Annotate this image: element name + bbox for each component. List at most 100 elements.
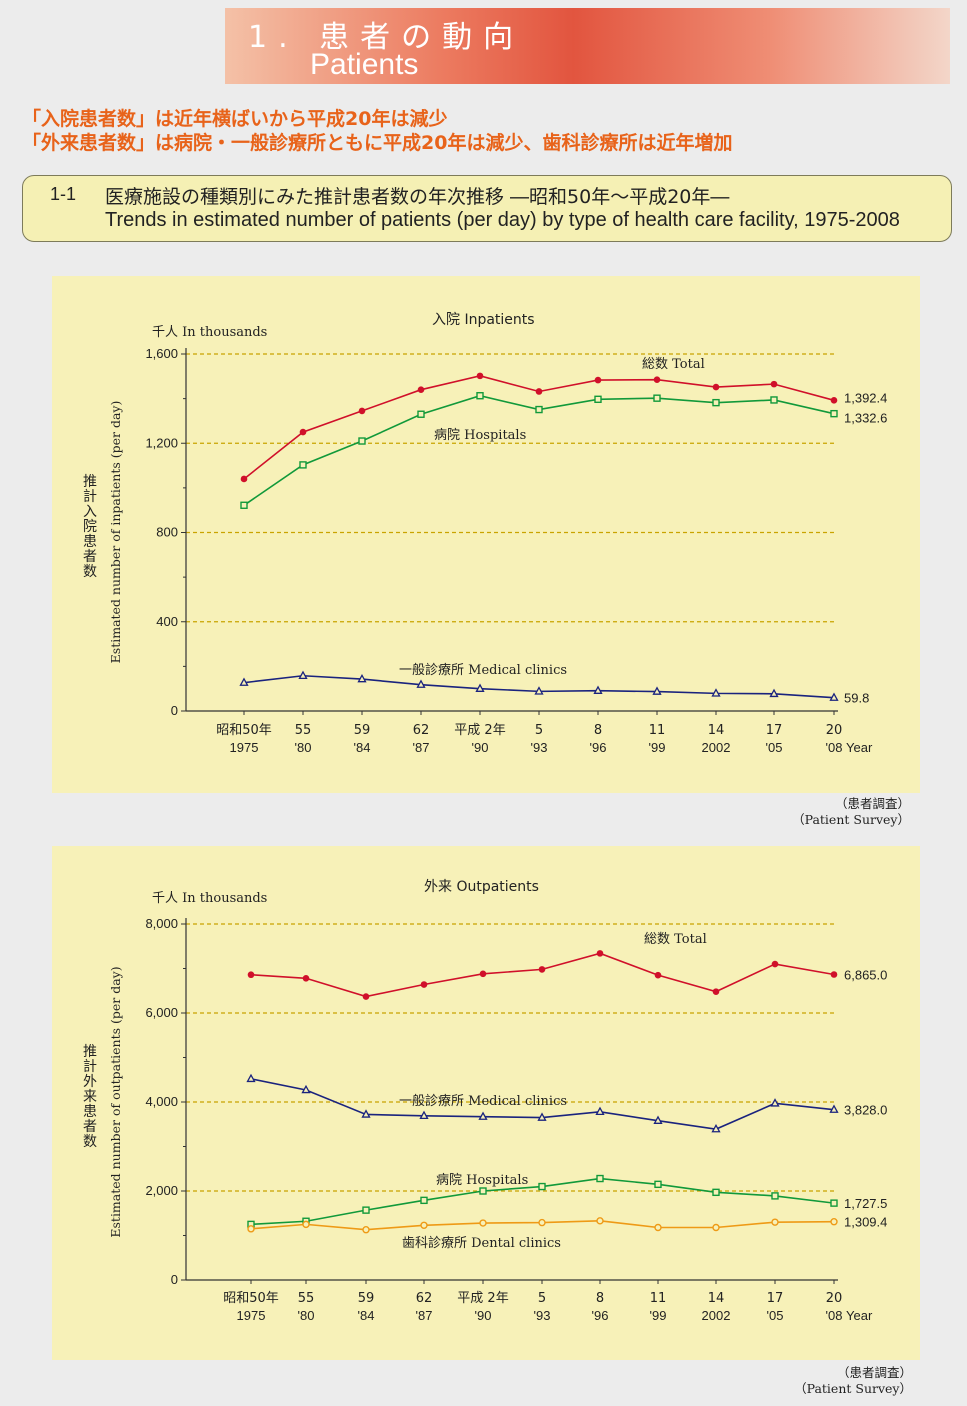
data-point <box>302 974 310 982</box>
y-tick-label: 2,000 <box>145 1183 178 1198</box>
data-point <box>596 950 604 957</box>
x-tick-label-era: 59 <box>354 723 371 738</box>
data-point <box>771 1218 779 1226</box>
data-label: 1,392.4 <box>844 390 887 405</box>
x-tick-label-year: '84 <box>358 1308 375 1323</box>
x-tick-label-year: '99 <box>649 740 666 755</box>
x-tick-label-era: 14 <box>708 723 725 738</box>
x-axis-year-label: Year <box>846 1308 873 1323</box>
chart-title: 外来 Outpatients <box>424 879 539 895</box>
x-tick-label-year: '08 <box>826 1308 843 1323</box>
data-point <box>478 1111 488 1120</box>
data-point <box>302 1220 310 1229</box>
data-point <box>419 1110 429 1120</box>
y-tick-label: 1,200 <box>145 435 178 450</box>
y-tick-label: 4,000 <box>145 1094 178 1109</box>
data-label: 1,332.6 <box>844 411 887 426</box>
x-tick-label-year: '96 <box>590 740 607 755</box>
data-point <box>654 971 662 979</box>
data-point <box>830 971 838 978</box>
data-point <box>596 1174 604 1183</box>
data-point <box>830 1218 838 1226</box>
source-note-outpatients: （患者調査） （Patient Survey） <box>782 1365 912 1397</box>
data-point <box>301 1084 311 1094</box>
data-point <box>771 960 779 968</box>
y-axis-title-char: 来 <box>83 1089 97 1105</box>
data-point <box>535 405 543 414</box>
data-point <box>299 428 307 436</box>
source-jp: （患者調査） <box>834 796 910 811</box>
figure-caption-box <box>22 175 952 242</box>
x-tick-label-era: 17 <box>766 723 783 738</box>
data-point <box>653 376 661 383</box>
data-point <box>476 392 484 400</box>
x-tick-label-era: 55 <box>298 1291 315 1306</box>
data-point <box>830 397 838 404</box>
x-tick-label-year: 2002 <box>702 740 731 755</box>
x-tick-label-year: '05 <box>766 740 783 755</box>
data-point <box>830 1199 838 1207</box>
data-point <box>711 688 721 697</box>
data-label: 3,828.0 <box>844 1103 887 1118</box>
data-point <box>362 1206 370 1214</box>
series-label: 病院 Hospitals <box>436 1173 528 1188</box>
x-tick-label-year: '93 <box>531 740 548 755</box>
y-axis-title-char: 計 <box>83 489 97 505</box>
data-point <box>240 475 248 483</box>
data-point <box>653 1115 663 1124</box>
x-tick-label-era: 昭和50年 <box>223 1291 279 1306</box>
y-tick-label: 800 <box>156 525 178 540</box>
y-axis-title-char: 推 <box>83 474 97 490</box>
series-label: 歯科診療所 Dental clinics <box>402 1235 561 1251</box>
source-jp: （患者調査） <box>836 1365 912 1380</box>
x-tick-label-era: 20 <box>826 723 843 738</box>
x-tick-label-era: 5 <box>538 1291 546 1306</box>
x-tick-label-year: '87 <box>413 740 430 755</box>
x-tick-label-era: 11 <box>649 723 666 738</box>
inpatients-chart-panel: 入院 Inpatients 千人 In thousands 推計入院患者数 Estim… <box>52 276 920 793</box>
y-axis-title-char: 者 <box>83 1119 97 1135</box>
x-tick-label-year: '99 <box>650 1308 667 1323</box>
data-point <box>829 692 839 701</box>
data-point <box>770 1098 780 1107</box>
data-point <box>361 1109 371 1118</box>
data-point <box>654 1223 662 1232</box>
data-label: 59.8 <box>844 691 869 706</box>
data-point <box>479 1187 487 1195</box>
x-tick-label-year: '87 <box>416 1308 433 1323</box>
x-tick-label-era: 62 <box>416 1291 433 1306</box>
x-tick-label-year: 1975 <box>230 740 259 755</box>
series-label: 総数 Total <box>642 357 705 372</box>
data-point <box>479 970 487 978</box>
data-point <box>829 1104 839 1113</box>
x-tick-label-year: '90 <box>472 740 489 755</box>
outpatients-chart-panel: 外来 Outpatients 千人 In thousands 推計外来患者数 Esti… <box>52 846 920 1360</box>
figure-title-jp: 医療施設の種類別にみた推計患者数の年次推移 ―昭和50年～平成20年― <box>105 186 730 208</box>
source-en: （Patient Survey） <box>792 812 910 827</box>
data-point <box>770 396 778 404</box>
data-point <box>420 1221 428 1229</box>
unit-label: 千人 In thousands <box>152 891 267 906</box>
section-title-jp: 1. 患者の動向 <box>248 20 525 55</box>
y-tick-label: 6,000 <box>145 1005 178 1020</box>
series-label: 一般診療所 Medical clinics <box>399 1093 567 1109</box>
data-point <box>596 1217 604 1225</box>
y-axis-title-char: 数 <box>83 564 97 580</box>
source-note-inpatients: （患者調査） （Patient Survey） <box>780 796 910 828</box>
data-point <box>534 686 544 695</box>
data-point <box>247 1225 255 1233</box>
y-axis-title-char: 数 <box>83 1134 97 1150</box>
data-point <box>362 993 370 1000</box>
series-label: 総数 Total <box>644 932 707 947</box>
x-axis-year-label: Year <box>846 740 873 755</box>
data-point <box>712 398 720 407</box>
x-tick-label-year: '93 <box>534 1308 551 1323</box>
data-point <box>594 395 602 403</box>
x-tick-label-era: 5 <box>535 723 543 738</box>
x-tick-label-era: 59 <box>358 1291 375 1306</box>
x-tick-label-era: 11 <box>650 1291 667 1306</box>
data-point <box>357 673 367 683</box>
y-axis-title-char: 外 <box>83 1074 97 1090</box>
